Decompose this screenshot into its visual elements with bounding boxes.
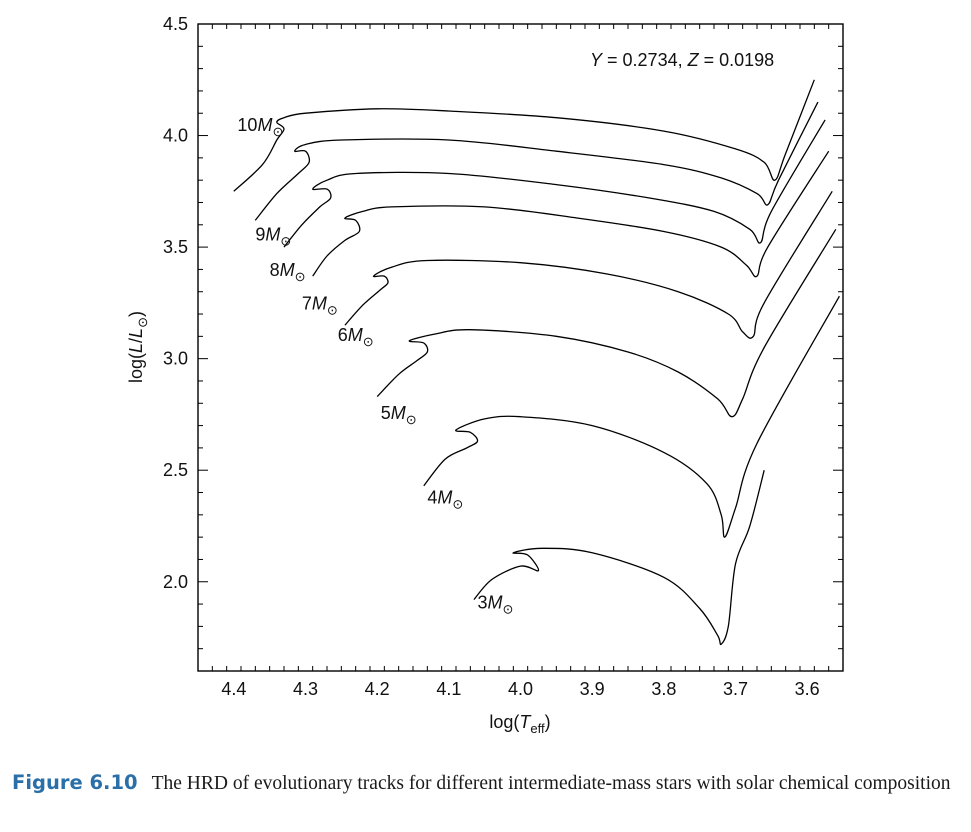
caption-text: The HRD of evolutionary tracks for diffe… — [151, 773, 951, 794]
mass-label-3: 3M⊙ — [478, 593, 514, 617]
track-line-7 — [312, 150, 830, 278]
track-line-3 — [473, 470, 765, 646]
x-tick-labels: 4.4 4.3 4.2 4.1 4.0 3.9 3.8 3.7 3.6 — [221, 679, 819, 699]
y-tick-labels: 2.0 2.5 3.0 3.5 4.0 4.5 — [163, 14, 188, 592]
x-tick-label: 3.8 — [651, 679, 676, 699]
mass-label-6: 6M⊙ — [338, 325, 374, 349]
mass-label-9: 9M⊙ — [255, 224, 291, 248]
x-tick-label: 4.4 — [221, 679, 246, 699]
track-line-9 — [254, 101, 819, 221]
track-line-4 — [423, 295, 840, 538]
x-tick-label: 3.6 — [795, 679, 820, 699]
hr-diagram: 4.4 4.3 4.2 4.1 4.0 3.9 3.8 3.7 3.6 2.0 2.5 3.0 3.5… — [126, 14, 844, 736]
y-tick-label: 4.0 — [163, 126, 188, 146]
y-tick-label: 2.5 — [163, 460, 188, 480]
figure-number: Figure 6.10 — [12, 771, 138, 794]
y-tick-label: 4.5 — [163, 14, 188, 34]
axis-ticks — [197, 23, 844, 672]
mass-label-4: 4M⊙ — [427, 488, 463, 512]
plot-frame — [197, 23, 844, 672]
mass-labels: 10M⊙ 9M⊙ 8M⊙ 7M⊙6M⊙ 5M⊙ 4M⊙ 3M⊙ — [237, 115, 513, 616]
evolutionary-tracks — [233, 79, 840, 646]
y-tick-label: 2.0 — [163, 572, 188, 592]
track-line-10 — [233, 79, 815, 192]
track-line-6 — [344, 190, 833, 339]
x-axis-label: log(Teff) — [489, 712, 550, 736]
x-tick-label: 4.1 — [436, 679, 461, 699]
mass-label-7: 7M⊙ — [302, 294, 338, 318]
mass-label-8: 8M⊙ — [270, 260, 306, 284]
track-line-8 — [283, 119, 826, 248]
mass-label-10: 10M⊙ — [237, 115, 283, 139]
x-tick-label: 3.7 — [723, 679, 748, 699]
composition-annotation: Y = 0.2734, Z = 0.0198 — [590, 50, 774, 70]
x-tick-label: 3.9 — [580, 679, 605, 699]
mass-label-5: 5M⊙ — [381, 403, 417, 427]
y-tick-label: 3.5 — [163, 237, 188, 257]
figure-caption: Figure 6.10 The HRD of evolutionary track… — [12, 770, 962, 796]
x-tick-label: 4.3 — [293, 679, 318, 699]
x-tick-label: 4.0 — [508, 679, 533, 699]
y-tick-label: 3.0 — [163, 349, 188, 369]
track-line-5 — [376, 228, 837, 418]
x-tick-label: 4.2 — [365, 679, 390, 699]
y-axis-label: log(L/L⊙) — [126, 311, 150, 383]
